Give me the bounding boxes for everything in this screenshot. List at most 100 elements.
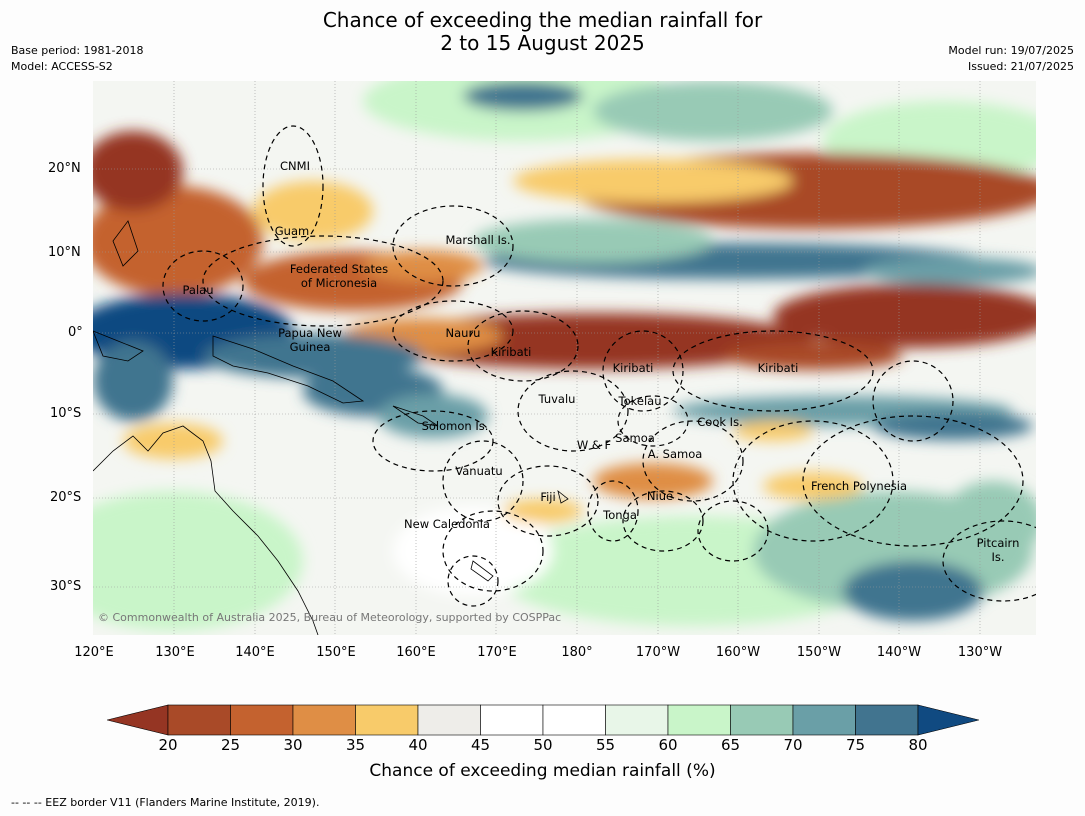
region-label-pitcairn-is: Pitcairn Is. <box>977 536 1020 564</box>
region-label-kiribati-east: Kiribati <box>758 361 799 375</box>
region-label-line: Is. <box>991 550 1004 564</box>
lat-tick-10n: 10°N <box>48 245 81 260</box>
region-label-line: Niue <box>647 489 673 503</box>
colorbar-tick-label: 20 <box>158 736 178 754</box>
region-label-line: Palau <box>183 283 214 297</box>
region-label-line: Tonga <box>602 508 637 522</box>
region-label-new-caledonia: New Caledonia <box>404 517 490 531</box>
rainfall-map: CNMI Guam Marshall Is. Palau Federated S… <box>93 81 1036 635</box>
lon-tick-170w: 170°W <box>635 645 681 660</box>
region-label-guam: Guam <box>275 224 309 238</box>
lat-tick-30s: 30°S <box>50 579 82 594</box>
lon-tick-160w: 160°W <box>715 645 761 660</box>
copyright-notice: © Commonwealth of Australia 2025, Bureau… <box>98 611 561 624</box>
region-label-fiji: Fiji <box>540 490 555 504</box>
region-label-tuvalu: Tuvalu <box>538 392 576 406</box>
colorbar-tick-label: 80 <box>908 736 928 754</box>
lon-tick-170e: 170°E <box>477 645 517 660</box>
colorbar-tick-label: 75 <box>845 736 866 754</box>
colorbar-title: Chance of exceeding median rainfall (%) <box>369 761 716 781</box>
region-label-png: Papua New Guinea <box>278 326 342 354</box>
eez-footnote: -- -- -- EEZ border V11 (Flanders Marine… <box>11 796 320 809</box>
lon-tick-150e: 150°E <box>316 645 356 660</box>
title-line-1: Chance of exceeding the median rainfall … <box>322 8 763 32</box>
region-label-kiribati-west: Kiribati <box>491 345 532 359</box>
region-label-line: Marshall Is. <box>445 233 510 247</box>
lon-tick-160e: 160°E <box>396 645 436 660</box>
colorbar-cell <box>230 704 294 736</box>
colorbar-cell <box>855 704 919 736</box>
title-line-2: 2 to 15 August 2025 <box>440 31 645 55</box>
lat-tick-10s: 10°S <box>50 406 82 421</box>
colorbar-tick-label: 25 <box>220 736 241 754</box>
region-label-cnmi: CNMI <box>280 159 310 173</box>
colorbar-cells <box>167 704 919 736</box>
colorbar-cell <box>792 704 856 736</box>
lon-tick-140w: 140°W <box>876 645 922 660</box>
region-label-line: Tokelau <box>618 394 662 408</box>
colorbar-high-extend <box>917 704 979 736</box>
region-label-line: Nauru <box>446 326 481 340</box>
region-label-tonga: Tonga <box>602 508 637 522</box>
region-label-american-samoa: A. Samoa <box>648 447 703 461</box>
region-label-fsm: Federated States of Micronesia <box>290 262 388 290</box>
model-name: Model: ACCESS-S2 <box>11 60 113 73</box>
region-label-line: of Micronesia <box>301 276 377 290</box>
region-label-line: French Polynesia <box>811 479 907 493</box>
colorbar-tick-label: 50 <box>533 736 553 754</box>
colorbar-tick-label: 60 <box>658 736 678 754</box>
colorbar-cell <box>730 704 794 736</box>
colorbar-cell <box>167 704 231 736</box>
colorbar-tick-label: 65 <box>720 736 741 754</box>
lat-tick-eq: 0° <box>68 325 83 340</box>
colorbar-tick-label: 30 <box>283 736 303 754</box>
lon-tick-130e: 130°E <box>155 645 195 660</box>
colorbar-cell <box>417 704 481 736</box>
region-label-cook-is: Cook Is. <box>697 415 742 429</box>
region-label-tokelau: Tokelau <box>618 394 662 408</box>
colorbar-tick-label: 70 <box>783 736 803 754</box>
model-run: Model run: 19/07/2025 <box>948 44 1074 57</box>
lat-tick-20n: 20°N <box>48 161 81 176</box>
region-label-kiribati-central: Kiribati <box>613 361 654 375</box>
region-label-line: Guinea <box>290 340 331 354</box>
region-label-line: Pitcairn <box>977 536 1020 550</box>
region-labels: CNMI Guam Marshall Is. Palau Federated S… <box>183 159 1020 564</box>
region-label-line: Fiji <box>540 490 555 504</box>
region-label-samoa: Samoa <box>615 431 655 445</box>
region-label-line: Tuvalu <box>538 392 576 406</box>
colorbar-cell <box>542 704 606 736</box>
region-label-line: Vanuatu <box>455 464 502 478</box>
colorbar-cell <box>355 704 419 736</box>
region-label-french-polynesia: French Polynesia <box>811 479 907 493</box>
graticule <box>93 81 1036 635</box>
eez-borders <box>162 125 1036 607</box>
lon-tick-140e: 140°E <box>235 645 275 660</box>
region-label-palau: Palau <box>183 283 214 297</box>
region-label-line: Kiribati <box>758 361 799 375</box>
coastlines <box>93 220 569 635</box>
region-label-line: Samoa <box>615 431 655 445</box>
region-label-line: Kiribati <box>613 361 654 375</box>
colorbar-tick-label: 45 <box>470 736 491 754</box>
colorbar-cell <box>667 704 731 736</box>
base-period: Base period: 1981-2018 <box>11 44 144 57</box>
colorbar-cell <box>605 704 669 736</box>
region-label-vanuatu: Vanuatu <box>455 464 502 478</box>
colorbar-cell <box>292 704 356 736</box>
region-label-niue: Niue <box>647 489 673 503</box>
region-label-line: Kiribati <box>491 345 532 359</box>
colorbar-tick-label: 40 <box>408 736 428 754</box>
issued-date: Issued: 21/07/2025 <box>967 60 1074 73</box>
colorbar-tick-label: 35 <box>345 736 366 754</box>
region-label-line: CNMI <box>280 159 310 173</box>
lat-tick-20s: 20°S <box>50 490 82 505</box>
region-label-wallis-futuna: W & F <box>577 438 611 452</box>
colorbar-cell <box>480 704 544 736</box>
region-label-solomon-is: Solomon Is. <box>422 419 489 433</box>
probability-field <box>93 81 1036 635</box>
region-label-line: New Caledonia <box>404 517 490 531</box>
region-label-line: Federated States <box>290 262 388 276</box>
region-label-line: A. Samoa <box>648 447 703 461</box>
colorbar-low-extend <box>107 704 169 736</box>
